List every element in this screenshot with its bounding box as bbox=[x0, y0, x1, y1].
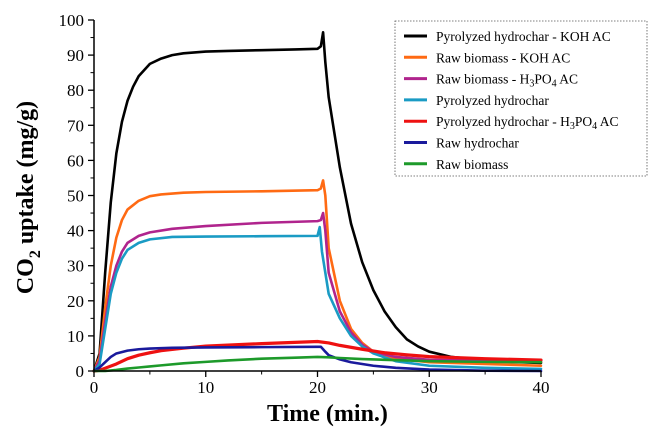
y-tick-label: 70 bbox=[67, 116, 84, 135]
series-line-4 bbox=[92, 225, 543, 373]
y-tick-label: 20 bbox=[67, 292, 84, 311]
y-tick-label: 30 bbox=[67, 257, 84, 276]
y-tick-label: 0 bbox=[76, 362, 85, 381]
legend-label: Pyrolyzed hydrochar - KOH AC bbox=[436, 29, 611, 44]
y-tick-label: 80 bbox=[67, 81, 84, 100]
y-axis-title: CO2 uptake (mg/g) bbox=[13, 101, 44, 294]
series-line-6 bbox=[92, 345, 543, 373]
legend-label: Pyrolyzed hydrochar bbox=[436, 93, 549, 108]
x-tick-label: 20 bbox=[309, 378, 326, 397]
series-line-1 bbox=[92, 30, 543, 373]
y-tick-label: 90 bbox=[67, 46, 84, 65]
y-tick-label: 100 bbox=[59, 11, 85, 30]
y-axis-title-prefix: CO bbox=[13, 258, 39, 294]
tick-marks-and-labels: 0 10 20 30 40 0 10 20 30 40 50 60 70 80 90 100 bbox=[59, 11, 550, 397]
legend-box bbox=[394, 20, 648, 177]
series-lines bbox=[92, 30, 543, 373]
x-axis-title: Time (min.) bbox=[267, 401, 388, 427]
y-axis-title-subscript: 2 bbox=[27, 250, 44, 258]
legend: Pyrolyzed hydrochar - KOH AC Raw biomass … bbox=[394, 20, 648, 177]
y-axis-title-suffix: uptake (mg/g) bbox=[13, 101, 39, 250]
y-tick-label: 10 bbox=[67, 327, 84, 346]
series-line-5 bbox=[92, 339, 543, 373]
y-tick-label: 40 bbox=[67, 222, 84, 241]
series-line-7 bbox=[92, 355, 543, 373]
legend-label: Raw biomass bbox=[436, 157, 508, 172]
y-tick-label: 60 bbox=[67, 151, 84, 170]
legend-label: Raw hydrochar bbox=[436, 136, 519, 151]
y-tick-label: 50 bbox=[67, 187, 84, 206]
x-tick-label: 0 bbox=[90, 378, 99, 397]
legend-label: Pyrolyzed hydrochar - H3PO4 AC bbox=[436, 114, 619, 132]
legend-label: Raw biomass - H3PO4 AC bbox=[436, 72, 578, 90]
x-tick-label: 40 bbox=[533, 378, 550, 397]
x-tick-label: 30 bbox=[421, 378, 438, 397]
legend-label: Raw biomass - KOH AC bbox=[436, 50, 570, 65]
x-tick-label: 10 bbox=[197, 378, 214, 397]
